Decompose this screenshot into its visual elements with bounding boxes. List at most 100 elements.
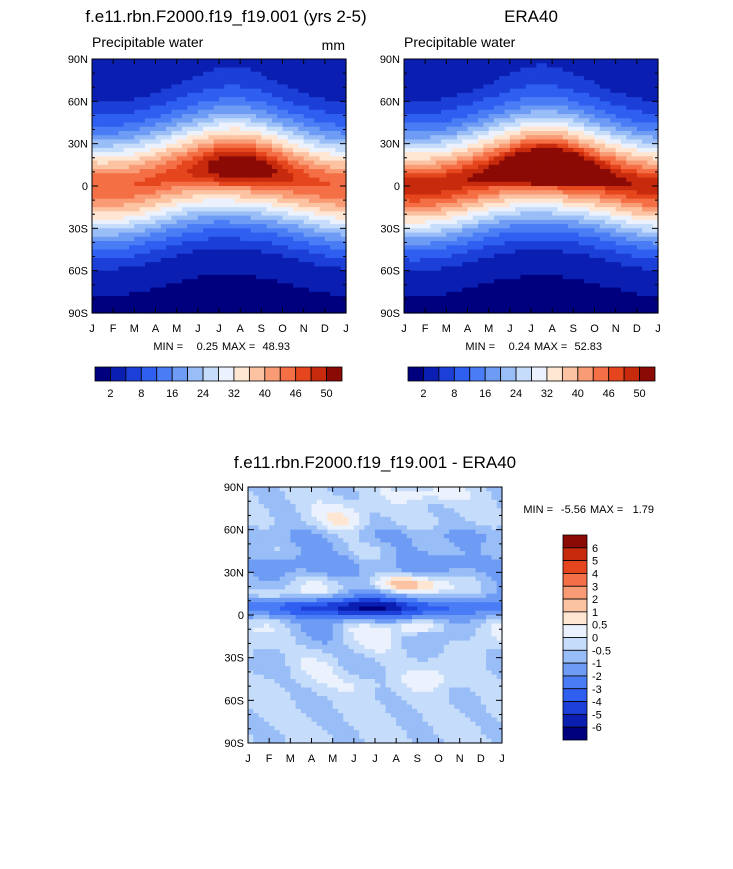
field-cell [435,59,442,64]
field-cell [171,202,178,208]
field-cell [107,257,114,263]
field-cell [414,63,421,69]
field-cell [515,130,522,136]
field-cell [139,215,146,221]
field-cell [166,202,172,208]
field-cell [520,215,527,221]
field-cell [113,194,120,200]
field-cell [594,194,601,200]
field-cell [240,109,247,115]
field-cell [404,80,410,85]
field-cell [636,122,643,128]
field-cell [102,279,109,284]
field-cell [330,105,337,111]
field-cell [414,177,421,183]
field-cell [620,143,627,149]
field-cell [250,114,257,119]
field-cell [409,84,416,90]
field-cell [340,300,347,306]
field-cell [308,241,315,246]
field-cell [404,198,410,204]
field-cell [546,190,553,196]
field-cell [160,274,167,280]
field-cell [472,173,479,179]
field-cell [123,245,130,251]
field-cell [250,202,257,208]
field-cell [324,88,331,94]
field-cell [435,211,442,217]
field-cell [319,88,326,94]
field-cell [546,109,553,115]
field-cell [277,241,284,246]
field-cell [176,296,183,301]
field-cell [441,173,447,179]
field-cell [293,80,299,85]
field-cell [129,71,135,77]
field-cell [324,207,331,212]
field-cell [573,224,580,229]
field-cell [102,190,109,196]
field-cell [176,279,183,284]
field-cell [187,224,194,229]
field-cell [181,84,188,90]
field-cell [229,59,236,64]
field-cell [166,232,172,238]
field-cell [293,67,299,73]
field-cell [308,88,315,94]
field-cell [531,164,537,170]
field-cell [261,215,268,221]
field-cell [203,266,210,272]
field-cell [435,194,442,200]
field-cell [92,75,98,81]
field-cell [589,190,596,196]
field-cell [340,105,347,111]
field-cell [282,190,289,196]
field-cell [113,283,120,289]
field-cell [166,92,172,98]
field-cell [578,109,585,115]
field-cell [118,122,125,128]
field-cell [483,126,490,132]
field-cell [509,88,516,94]
field-cell [171,228,178,234]
field-cell [219,224,225,229]
field-cell [499,122,506,128]
field-cell [531,126,537,132]
field-cell [456,139,463,145]
field-cell [525,164,532,170]
field-cell [219,101,225,107]
field-cell [287,202,294,208]
field-cell [203,274,210,280]
field-cell [176,126,183,132]
field-cell [525,228,532,234]
field-cell [536,59,543,64]
field-cell [573,202,580,208]
field-cell [240,152,247,157]
field-cell [515,211,522,217]
field-cell [488,232,495,238]
field-cell [541,186,548,191]
field-cell [441,207,447,212]
field-cell [213,177,220,183]
field-cell [446,114,453,119]
field-cell [499,228,506,234]
field-cell [107,287,114,293]
field-cell [631,101,638,107]
field-cell [541,97,548,102]
field-cell [266,211,273,217]
field-cell [446,71,453,77]
field-cell [642,80,649,85]
field-cell [234,245,241,251]
field-cell [483,181,490,187]
field-cell [504,109,511,115]
field-cell [123,211,130,217]
field-cell [150,177,157,183]
field-cell [504,160,511,166]
field-cell [335,266,342,272]
field-cell [134,143,141,149]
field-cell [557,126,564,132]
field-cell [271,274,278,280]
field-cell [176,194,183,200]
field-cell [583,130,590,136]
field-cell [441,97,447,102]
